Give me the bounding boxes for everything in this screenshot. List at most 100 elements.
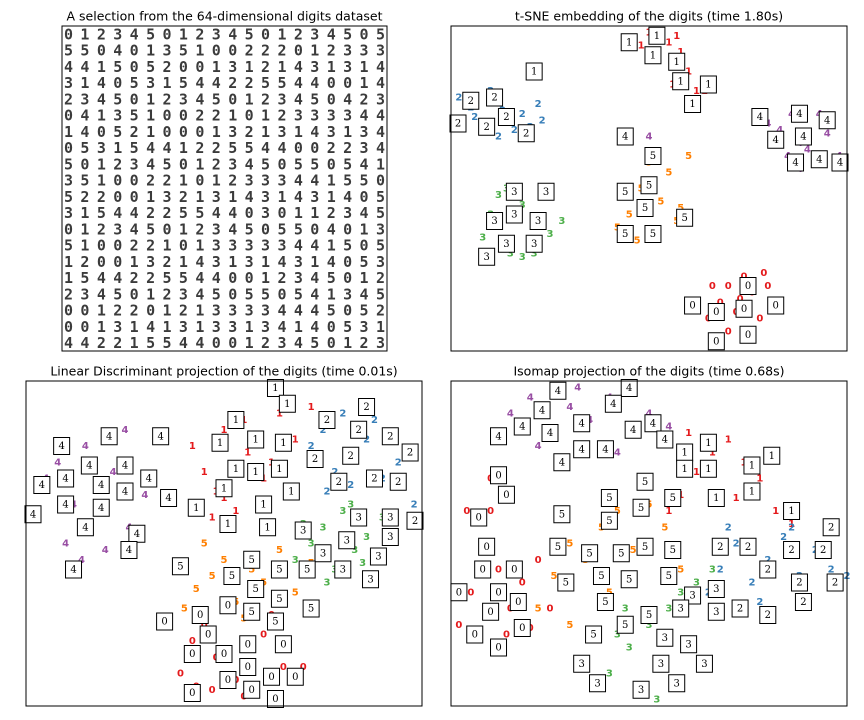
digit-thumbnail [794, 593, 812, 611]
digit-point: 1 [709, 448, 716, 459]
digit-thumbnail [743, 482, 761, 501]
digit-thumbnail [763, 446, 781, 465]
digit-thumbnail [632, 498, 650, 517]
digit-thumbnail [767, 296, 785, 315]
thumbnail-digit: 5 [622, 187, 628, 198]
thumbnail-digit: 0 [495, 587, 501, 598]
digit-point: 5 [626, 210, 633, 221]
thumbnail-digit: 0 [495, 643, 501, 654]
digit-thumbnail [80, 456, 98, 475]
digit-thumbnail [247, 430, 265, 449]
thumbnail-digit: 4 [662, 435, 668, 446]
digit-thumbnail [616, 127, 634, 146]
digit-point: 5 [606, 587, 613, 598]
digit-thumbnail [286, 667, 304, 686]
digit-point: 0 [189, 636, 196, 647]
digit-point: 5 [193, 584, 200, 595]
digit-thumbnail [389, 472, 407, 491]
digit-point: 4 [527, 392, 534, 403]
digit-thumbnail [350, 420, 368, 439]
digit-row: 52200132131431431405 [64, 188, 385, 206]
thumbnail-digit: 1 [280, 438, 286, 449]
digit-thumbnail [449, 114, 467, 133]
panel: t-SNE embedding of the digits (time 1.80… [449, 9, 849, 352]
thumbnail-digit: 4 [630, 425, 636, 436]
thumbnail-digit: 5 [555, 542, 561, 553]
thumbnail-digit: 0 [503, 490, 509, 501]
digit-thumbnail [537, 182, 555, 201]
thumbnail-digit: 5 [602, 597, 608, 608]
panel: Isomap projection of the digits (time 0.… [450, 364, 851, 707]
digit-thumbnail [620, 33, 638, 52]
digit-thumbnail [636, 537, 654, 556]
digit-thumbnail [826, 573, 844, 592]
thumbnail-digit: 0 [745, 281, 751, 292]
thumbnail-digit: 5 [606, 493, 612, 504]
digit-point: 4 [110, 467, 117, 478]
thumbnail-digit: 5 [559, 509, 565, 520]
thumbnail-digit: 0 [205, 630, 211, 641]
digit-point: 3 [308, 539, 315, 550]
axes-frame [25, 380, 423, 707]
digit-thumbnail [330, 472, 348, 491]
digit-point: 0 [725, 327, 732, 338]
digit-row: 04135100221012333344 [64, 107, 385, 125]
thumbnail-digit: 4 [62, 500, 68, 511]
digit-thumbnail [219, 671, 237, 689]
thumbnail-digit: 4 [547, 428, 553, 439]
thumbnail-digit: 2 [800, 597, 806, 608]
digit-thumbnail [656, 628, 674, 647]
thumbnail-digit: 1 [650, 50, 656, 61]
digit-thumbnail [739, 325, 757, 344]
digit-thumbnail [707, 580, 725, 598]
digit-thumbnail [668, 52, 686, 71]
digit-point: 2 [764, 555, 771, 566]
digit-thumbnail [636, 199, 654, 217]
digit-row: 12001321431314314053 [64, 253, 385, 271]
digit-thumbnail [553, 453, 571, 472]
digit-thumbnail [656, 430, 674, 449]
thumbnail-digit: 2 [820, 545, 826, 556]
thumbnail-digit: 0 [268, 672, 274, 683]
digit-point: 1 [733, 493, 740, 504]
digit-thumbnail [227, 459, 245, 478]
digit-point: 4 [646, 132, 653, 143]
digit-point: 0 [300, 662, 307, 673]
digit-thumbnail [350, 508, 368, 527]
digit-row: 50123450123450550541 [64, 155, 385, 173]
digit-point: 1 [673, 31, 680, 42]
digit-thumbnail [274, 433, 292, 452]
digit-thumbnail [620, 570, 638, 589]
digit-point: 1 [772, 506, 779, 517]
digit-thumbnail [116, 456, 134, 475]
digit-point: 2 [828, 565, 835, 576]
digit-point: 3 [626, 643, 633, 654]
digit-thumbnail [620, 379, 638, 397]
digit-thumbnail [243, 602, 261, 621]
thumbnail-digit: 3 [511, 187, 517, 198]
thumbnail-digit: 5 [563, 578, 569, 589]
thumbnail-digit: 0 [225, 600, 231, 611]
digit-point: 4 [574, 383, 581, 394]
digit-thumbnail [699, 75, 717, 94]
digit-thumbnail [707, 303, 725, 321]
digit-thumbnail [596, 593, 614, 611]
digit-thumbnail [644, 147, 662, 165]
digit-thumbnail [270, 560, 288, 579]
digit-thumbnail [794, 127, 812, 146]
digit-point: 4 [507, 409, 514, 420]
thumbnail-digit: 0 [476, 513, 482, 524]
thumbnail-digit: 2 [371, 474, 377, 485]
thumbnail-digit: 0 [245, 662, 251, 673]
digit-point: 1 [685, 428, 692, 439]
digit-thumbnail [219, 515, 237, 533]
thumbnail-digit: 1 [193, 503, 199, 514]
digit-point: 1 [232, 506, 239, 517]
thumbnail-digit: 1 [713, 493, 719, 504]
digit-row: 00131413133134140531 [64, 318, 385, 336]
digit-point: 3 [622, 604, 629, 615]
digit-point: 1 [221, 493, 228, 504]
digit-thumbnail [759, 606, 777, 624]
thumbnail-digit: 1 [284, 399, 290, 410]
thumbnail-digit: 5 [586, 548, 592, 559]
